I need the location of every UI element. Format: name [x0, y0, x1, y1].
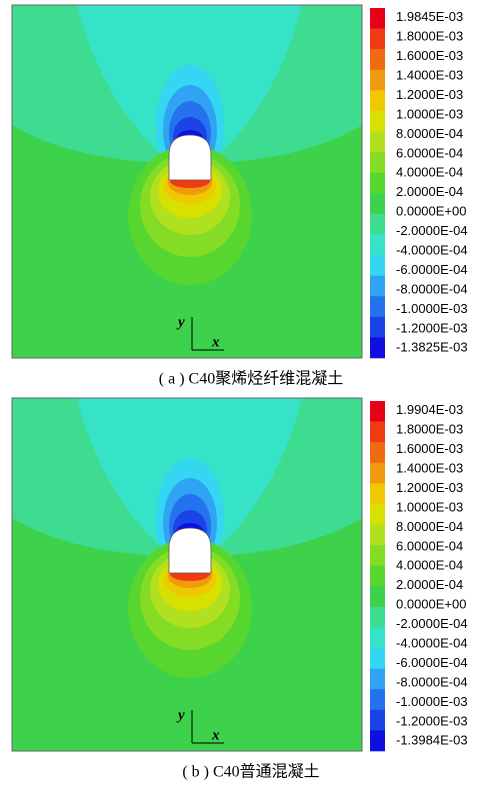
colorbar-band [370, 689, 385, 711]
colorbar-label: 1.0000E-03 [396, 499, 463, 514]
colorbar-label: -1.2000E-03 [396, 713, 468, 728]
colorbar-label: 0.0000E+00 [396, 597, 466, 612]
colorbar-label: 1.2000E-03 [396, 87, 463, 102]
colorbar-band [370, 606, 385, 628]
colorbar-label: 1.4000E-03 [396, 460, 463, 475]
frame [11, 397, 363, 752]
contour-plot: yx [11, 4, 363, 359]
colorbar-label: 4.0000E-04 [396, 165, 463, 180]
colorbar-label: -1.3984E-03 [396, 733, 468, 748]
colorbar-band [370, 131, 385, 153]
colorbar-label: 6.0000E-04 [396, 145, 463, 160]
colorbar-band [370, 275, 385, 297]
colorbar-band [370, 627, 385, 649]
colorbar-label: -2.0000E-04 [396, 616, 468, 631]
colorbar-label: 2.0000E-04 [396, 577, 463, 592]
colorbar-band [370, 648, 385, 669]
tunnel [168, 527, 212, 574]
colorbar-band [370, 172, 385, 194]
axis-label: y [176, 707, 185, 723]
colorbar-label: 4.0000E-04 [396, 558, 463, 573]
colorbar-label: -1.0000E-03 [396, 694, 468, 709]
colorbar-band [370, 586, 385, 608]
colorbar-label: -6.0000E-04 [396, 655, 468, 670]
caption: ( b ) C40普通混凝土 [182, 763, 319, 781]
colorbar-label: -4.0000E-04 [396, 242, 468, 257]
colorbar-label: -1.0000E-03 [396, 301, 468, 316]
colorbar-band [370, 503, 385, 525]
colorbar-band [370, 483, 385, 505]
colorbar-label: 1.9904E-03 [396, 402, 463, 417]
colorbar-band [370, 193, 385, 215]
colorbar-label: 8.0000E-04 [396, 519, 463, 534]
colorbar-band [370, 337, 385, 359]
colorbar-label: 1.0000E-03 [396, 106, 463, 121]
colorbar-label: 6.0000E-04 [396, 538, 463, 553]
colorbar-label: 1.8000E-03 [396, 422, 463, 437]
axis-label: x [211, 727, 220, 743]
colorbar-label: 1.6000E-03 [396, 441, 463, 456]
contour-plot: yx [11, 397, 363, 752]
colorbar-label: 1.6000E-03 [396, 48, 463, 63]
colorbar-band [370, 49, 385, 71]
colorbar-band [370, 545, 385, 567]
colorbar-label: 0.0000E+00 [396, 204, 466, 219]
colorbar-band [370, 28, 385, 50]
colorbar-band [370, 213, 385, 235]
colorbar-label: -8.0000E-04 [396, 674, 468, 689]
axis-label: y [176, 314, 185, 330]
colorbar-band [370, 709, 385, 731]
colorbar-band [370, 316, 385, 338]
colorbar-band [370, 462, 385, 484]
colorbar-label: -1.3825E-03 [396, 340, 468, 355]
colorbar-label: 1.2000E-03 [396, 480, 463, 495]
colorbar-band [370, 90, 385, 112]
colorbar-band [370, 8, 385, 29]
colorbar-label: 1.4000E-03 [396, 67, 463, 82]
colorbar-label: -1.2000E-03 [396, 320, 468, 335]
colorbar-band [370, 730, 385, 752]
colorbar-band [370, 296, 385, 318]
colorbar-band [370, 234, 385, 256]
colorbar-band [370, 565, 385, 587]
colorbar-band [370, 110, 385, 132]
colorbar-label: -2.0000E-04 [396, 223, 468, 238]
colorbar-band [370, 255, 385, 276]
colorbar-band [370, 401, 385, 422]
axis-label: x [211, 334, 220, 350]
colorbar-label: 1.9845E-03 [396, 9, 463, 24]
caption: ( a ) C40聚烯烃纤维混凝土 [159, 370, 343, 388]
colorbar-label: 2.0000E-04 [396, 184, 463, 199]
colorbar-band [370, 442, 385, 464]
frame [11, 4, 363, 359]
colorbar-band [370, 421, 385, 443]
colorbar-band [370, 524, 385, 546]
colorbar-label: -8.0000E-04 [396, 281, 468, 296]
colorbar-band [370, 69, 385, 91]
colorbar-label: -6.0000E-04 [396, 262, 468, 277]
tunnel [168, 134, 212, 181]
colorbar-label: 8.0000E-04 [396, 126, 463, 141]
colorbar-band [370, 152, 385, 174]
colorbar-band [370, 668, 385, 690]
colorbar-label: 1.8000E-03 [396, 29, 463, 44]
colorbar-label: -4.0000E-04 [396, 635, 468, 650]
